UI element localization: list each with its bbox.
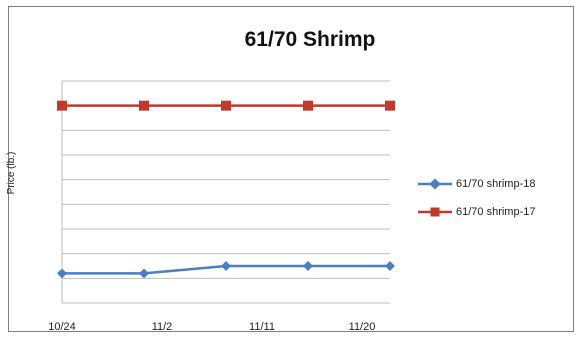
data-point-series-1 [57, 268, 67, 279]
data-point-series-1 [303, 261, 313, 271]
x-tick-label: 11/2 [152, 321, 173, 333]
legend-label-series-1: 61/70 shrimp-18 [456, 177, 536, 190]
legend-item-series-2: 61/70 shrimp-17 [418, 204, 536, 219]
legend-swatch-series-2 [418, 207, 452, 216]
data-point-series-1 [385, 261, 395, 271]
data-point-series-2 [385, 100, 395, 111]
chart-title: 61/70 Shrimp [244, 28, 376, 51]
chart-frame [8, 6, 574, 332]
data-point-series-1 [139, 268, 149, 279]
legend: 61/70 shrimp-18 61/70 shrimp-17 [418, 176, 536, 232]
legend-label-series-2: 61/70 shrimp-17 [456, 205, 536, 218]
data-point-series-2 [57, 100, 67, 111]
legend-swatch-series-1 [418, 177, 452, 190]
x-tick-label: 11/20 [349, 321, 376, 333]
x-tick-label: 10/24 [48, 321, 76, 333]
data-point-series-1 [221, 261, 231, 271]
data-point-series-2 [303, 100, 313, 111]
x-tick-label: 11/11 [249, 321, 275, 333]
legend-item-series-1: 61/70 shrimp-18 [418, 176, 536, 191]
data-point-series-2 [221, 100, 231, 111]
data-point-series-2 [139, 100, 149, 111]
